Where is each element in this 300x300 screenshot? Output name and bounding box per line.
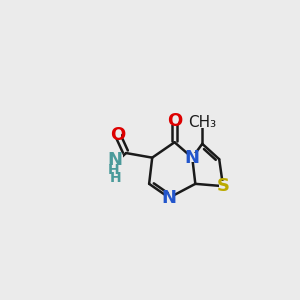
Bar xyxy=(219,182,227,191)
Bar xyxy=(111,174,122,183)
Bar xyxy=(114,130,121,139)
Text: H: H xyxy=(108,163,119,177)
Bar xyxy=(108,166,119,174)
Text: N: N xyxy=(108,151,123,169)
Bar xyxy=(165,193,173,202)
Text: S: S xyxy=(217,177,230,195)
Text: O: O xyxy=(110,126,125,144)
Bar xyxy=(188,153,196,162)
Bar xyxy=(171,116,178,125)
Text: N: N xyxy=(162,189,177,207)
Text: N: N xyxy=(185,149,200,167)
Text: H: H xyxy=(110,172,122,185)
Bar xyxy=(108,155,123,166)
Bar xyxy=(191,117,213,128)
Text: CH₃: CH₃ xyxy=(188,115,216,130)
Text: O: O xyxy=(167,112,182,130)
